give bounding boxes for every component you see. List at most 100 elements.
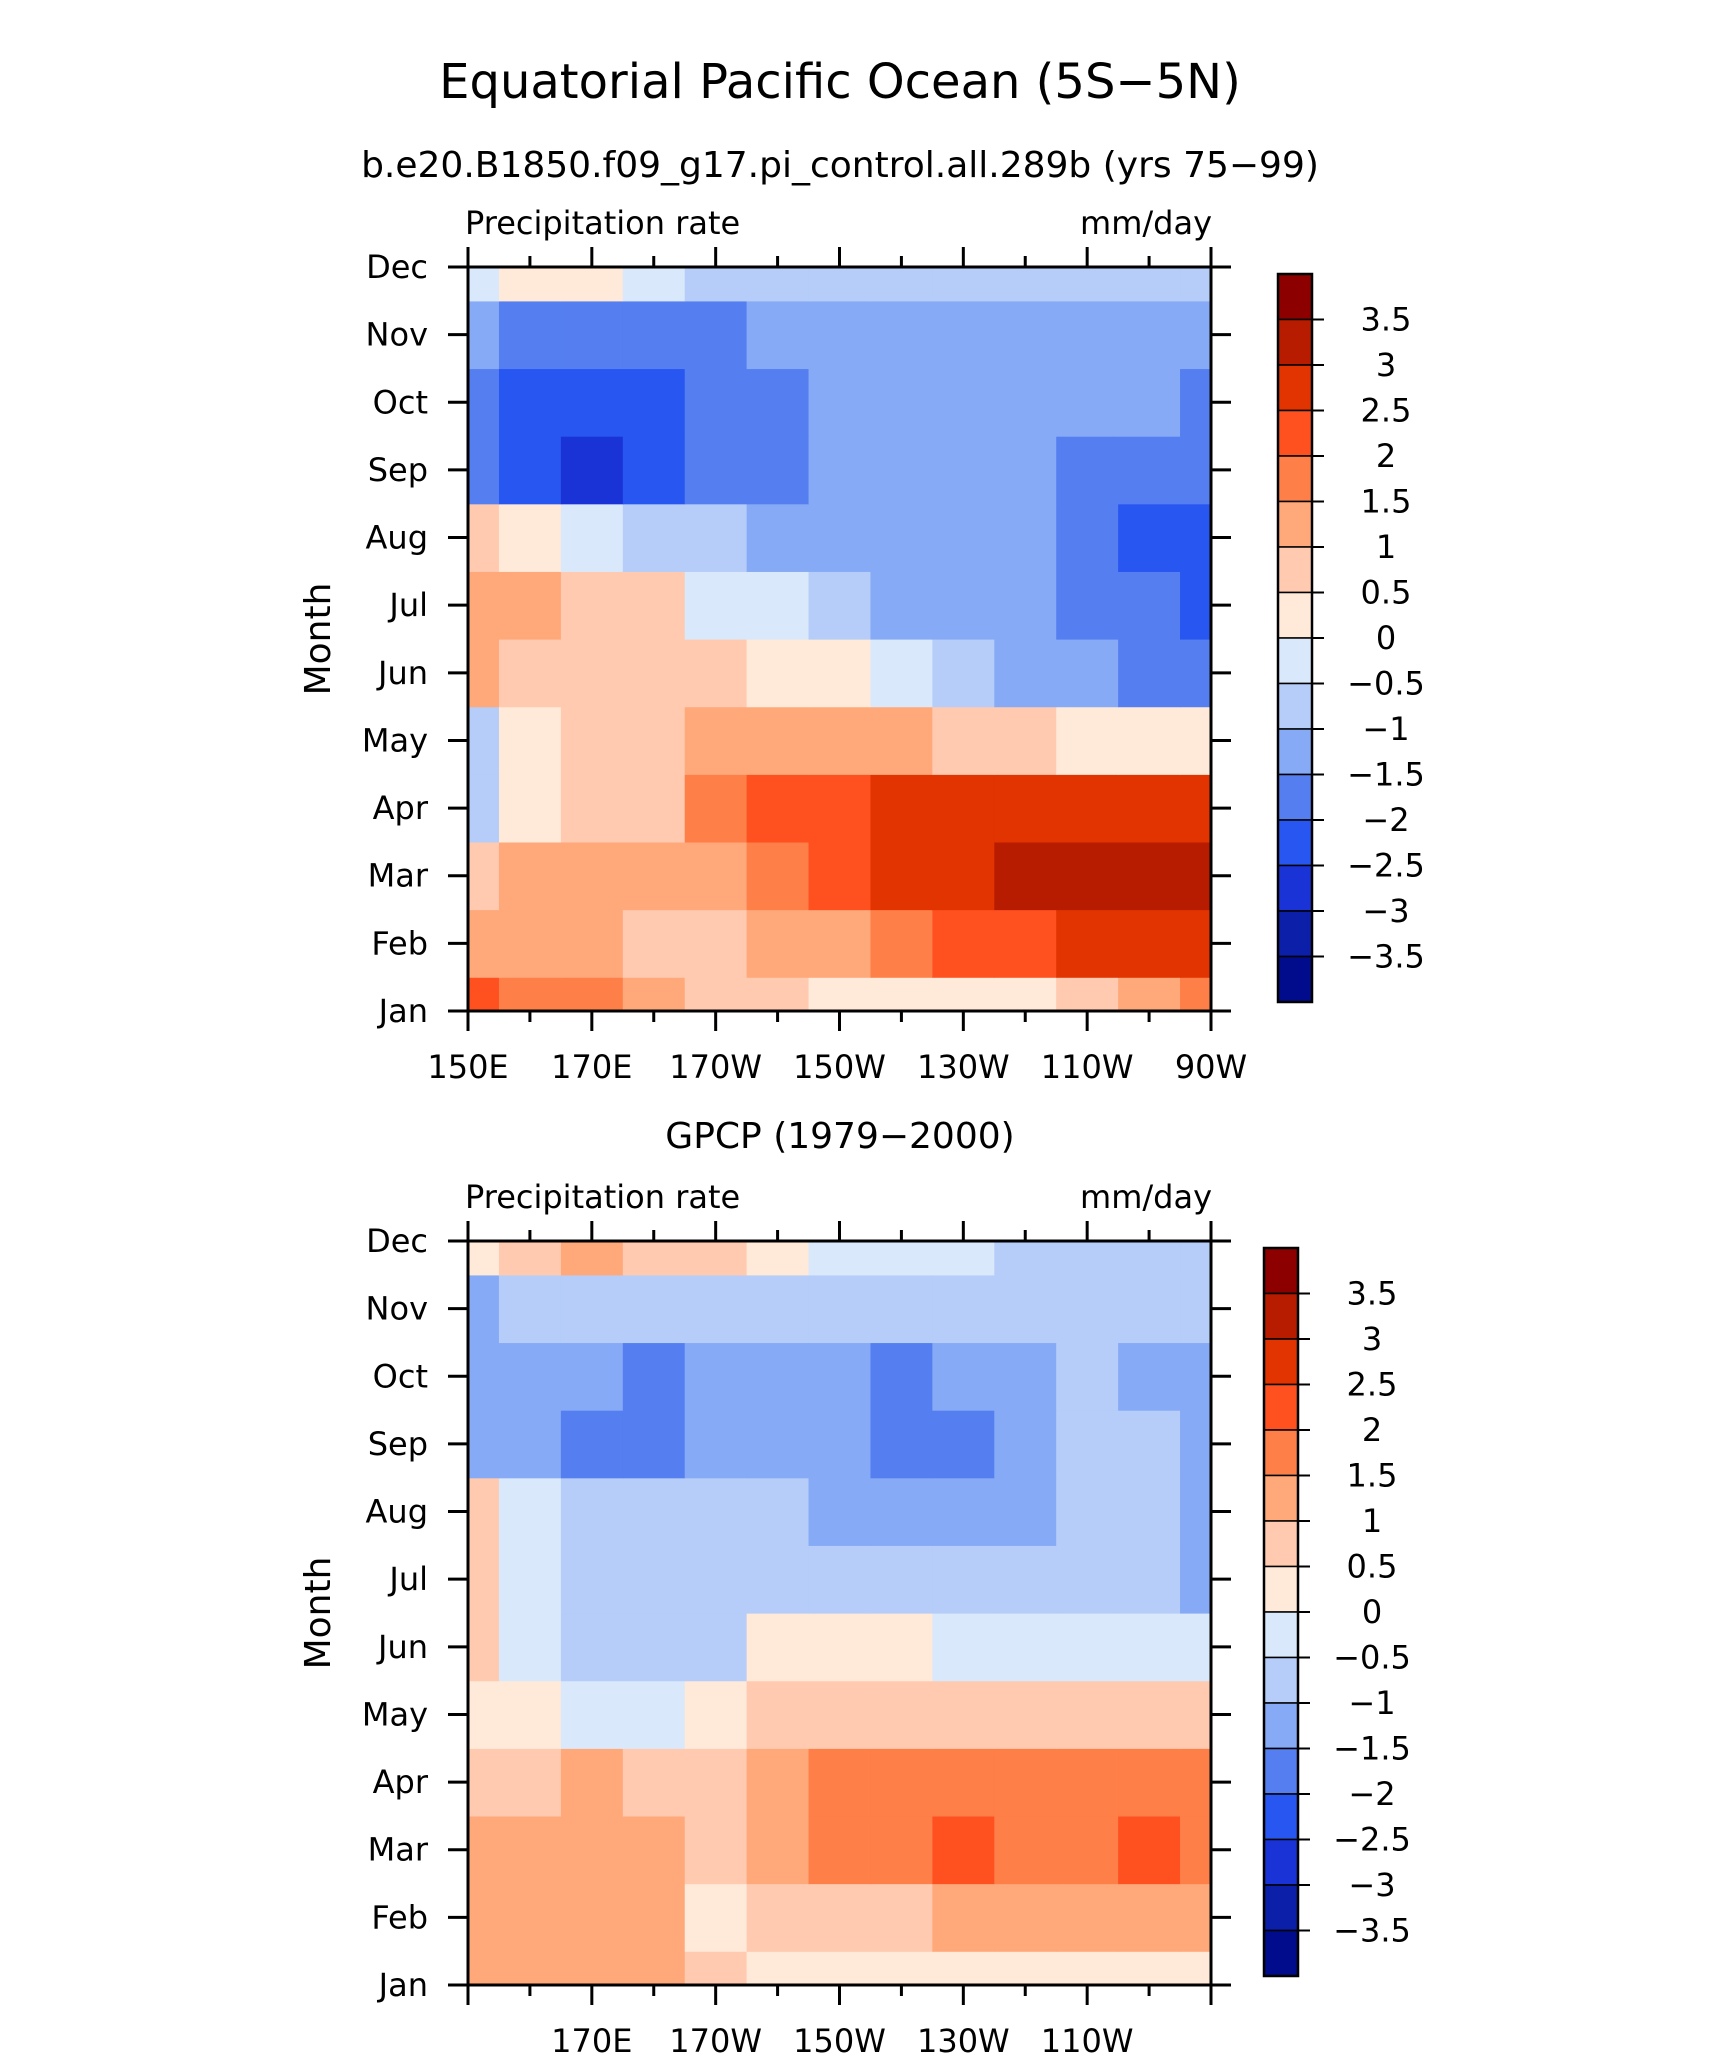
heatmap-cell — [870, 909, 933, 978]
heatmap-cell — [560, 977, 624, 1012]
heatmap-cell — [622, 909, 686, 978]
colorbar-label: 1 — [1376, 528, 1396, 566]
heatmap-cell — [932, 1342, 995, 1411]
x-tick-label: 130W — [917, 2022, 1010, 2059]
heatmap-cell — [622, 841, 686, 911]
heatmap-cell — [498, 1883, 562, 1952]
heatmap-cell — [1180, 1815, 1212, 1885]
y-tick-label: Aug — [366, 519, 428, 557]
heatmap-cell — [746, 503, 810, 572]
heatmap-cell — [932, 1545, 995, 1614]
heatmap-cell — [1180, 1241, 1212, 1276]
x-tick-label: 90W — [1175, 1048, 1247, 1086]
colorbar-swatch — [1277, 455, 1313, 503]
heatmap-cell — [870, 1274, 933, 1344]
heatmap-cell — [746, 571, 810, 640]
heatmap-cell — [622, 368, 686, 437]
heatmap-cell — [932, 1410, 995, 1479]
heatmap-cell — [1056, 1410, 1119, 1479]
heatmap-cell — [808, 1815, 872, 1885]
heatmap-cell — [1180, 1342, 1212, 1411]
heatmap-cell — [560, 1342, 624, 1411]
colorbar-swatch — [1277, 500, 1313, 548]
heatmap-cell — [684, 1274, 748, 1344]
heatmap-cell — [684, 1342, 748, 1411]
heatmap-cell — [1118, 774, 1181, 843]
colorbar-label: 2 — [1376, 437, 1396, 475]
colorbar-swatch — [1263, 1520, 1299, 1568]
heatmap-cell — [746, 1477, 810, 1546]
heatmap-cell — [746, 1410, 810, 1479]
x-tick-label: 150E — [427, 1048, 508, 1086]
heatmap-cell — [808, 706, 872, 775]
heatmap-cell — [994, 774, 1057, 843]
heatmap-cell — [622, 1410, 686, 1479]
heatmap-cell — [870, 977, 933, 1012]
heatmap-cell — [684, 841, 748, 911]
colorbar-swatch — [1277, 318, 1313, 366]
colorbar: 3.5 3 2.5 2 1.5 1 0.5 0 −0.5 −1 −1.5 −2 −2.5 −3 −3.5 — [1276, 272, 1425, 1004]
heatmap-cell — [684, 1477, 748, 1546]
heatmap-cell — [808, 841, 872, 911]
colorbar-swatch — [1277, 364, 1313, 412]
heatmap-cell — [870, 1613, 933, 1682]
heatmap-cell — [468, 774, 500, 843]
heatmap-cell — [932, 300, 995, 370]
heatmap-cell — [468, 1951, 500, 1986]
heatmap-cell — [560, 300, 624, 370]
heatmap-cell — [560, 368, 624, 437]
heatmap-cell — [498, 1613, 562, 1682]
colorbar-label: 3 — [1376, 346, 1396, 384]
colorbar-label: 2.5 — [1361, 392, 1412, 430]
heatmap-cell — [932, 1883, 995, 1952]
heatmap-cell — [468, 977, 500, 1012]
x-tick-label: 170E — [551, 1048, 632, 1086]
y-tick-label: Jul — [387, 586, 428, 624]
heatmap-cell — [1118, 1241, 1181, 1276]
heatmap-cells — [468, 267, 1212, 1012]
y-tick-label: Jan — [377, 1966, 428, 2004]
heatmap-cell — [1056, 368, 1119, 437]
heatmap-cell — [808, 267, 872, 302]
heatmap-cell — [808, 1274, 872, 1344]
heatmap-cell — [1056, 841, 1119, 911]
heatmap-cell — [560, 1680, 624, 1749]
y-tick-label: Apr — [373, 789, 429, 827]
colorbar-label: −2 — [1362, 801, 1409, 839]
heatmap-cell — [870, 1241, 933, 1276]
heatmap-cell — [622, 503, 686, 572]
heatmap-cell — [622, 1342, 686, 1411]
colorbar-label: −1.5 — [1333, 1730, 1411, 1768]
heatmap-cell — [1118, 436, 1181, 505]
heatmap-cell — [622, 1241, 686, 1276]
heatmap-cell — [468, 1613, 500, 1682]
heatmap-cell — [1118, 706, 1181, 775]
y-tick-label: Sep — [368, 451, 428, 489]
heatmap-cell — [746, 1613, 810, 1682]
heatmap-cell — [870, 1883, 933, 1952]
heatmap-cell — [870, 1748, 933, 1817]
x-tick-label: 150W — [793, 1048, 886, 1086]
heatmap-cell — [870, 571, 933, 640]
heatmap-cell — [1118, 1410, 1181, 1479]
colorbar-swatch — [1277, 728, 1313, 776]
heatmap-cell — [684, 436, 748, 505]
heatmap-cell — [560, 706, 624, 775]
colorbar-label: −3 — [1362, 892, 1409, 930]
heatmap-cell — [622, 639, 686, 708]
heatmap-cell — [622, 1883, 686, 1952]
heatmap-cell — [932, 1748, 995, 1817]
heatmap-cell — [870, 503, 933, 572]
heatmap-cell — [1056, 436, 1119, 505]
plot-frame — [466, 265, 1213, 1013]
heatmap-cell — [746, 774, 810, 843]
heatmap-cell — [498, 909, 562, 978]
heatmap-cell — [994, 639, 1057, 708]
panel-right-label: mm/day — [1080, 1178, 1212, 1216]
colorbar-label: 3.5 — [1347, 1275, 1398, 1313]
heatmap-cell — [870, 1545, 933, 1614]
heatmap-cell — [994, 909, 1057, 978]
heatmap-cell — [994, 841, 1057, 911]
heatmap-cell — [870, 1410, 933, 1479]
heatmap-cell — [1056, 1680, 1119, 1749]
